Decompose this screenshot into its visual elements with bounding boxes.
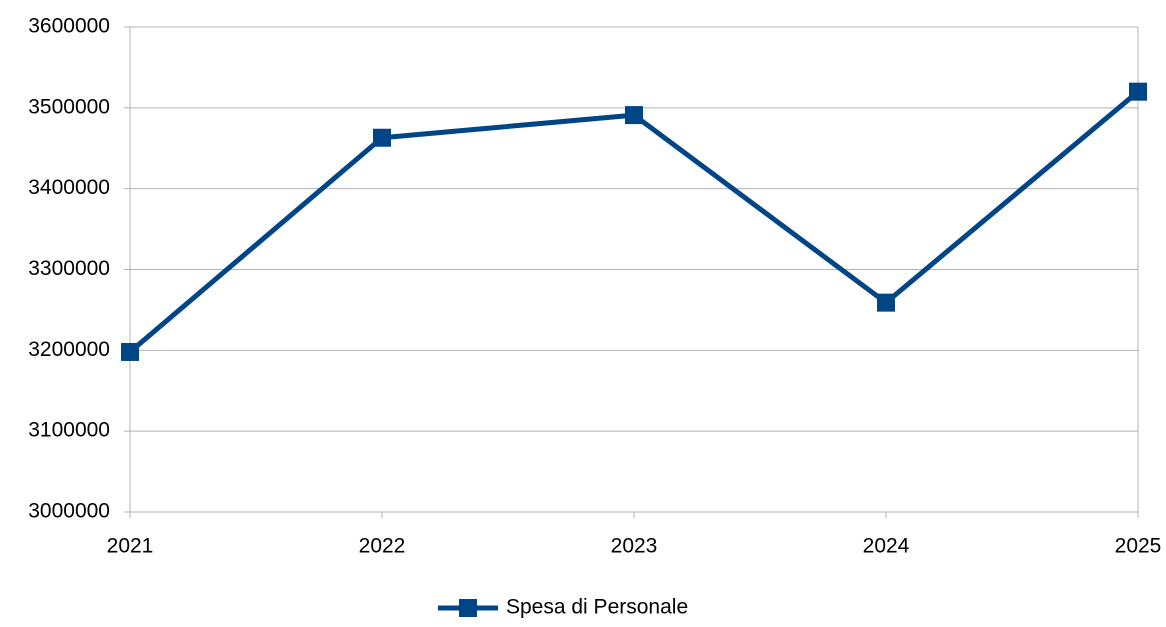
point-marker <box>373 128 391 147</box>
point-marker <box>877 293 895 312</box>
y-tick-label: 3300000 <box>28 257 110 280</box>
y-tick-label: 3500000 <box>28 95 110 118</box>
legend-marker <box>459 599 477 617</box>
x-tick-label: 2024 <box>863 535 910 558</box>
x-tick-label: 2021 <box>107 535 154 558</box>
point-marker <box>625 106 643 125</box>
series-line <box>128 89 1140 354</box>
y-tick-label: 3400000 <box>28 176 110 199</box>
legend-label: Spesa di Personale <box>506 596 688 619</box>
point-marker <box>1129 82 1147 101</box>
y-tick-label: 3600000 <box>28 15 110 38</box>
y-tick-label: 3200000 <box>28 338 110 361</box>
x-tick-label: 2023 <box>611 535 658 558</box>
x-tick-label: 2022 <box>359 535 406 558</box>
x-tick-label: 2025 <box>1115 535 1162 558</box>
point-marker <box>121 342 139 361</box>
y-tick-label: 3100000 <box>28 419 110 442</box>
y-tick-label: 3000000 <box>28 500 110 523</box>
